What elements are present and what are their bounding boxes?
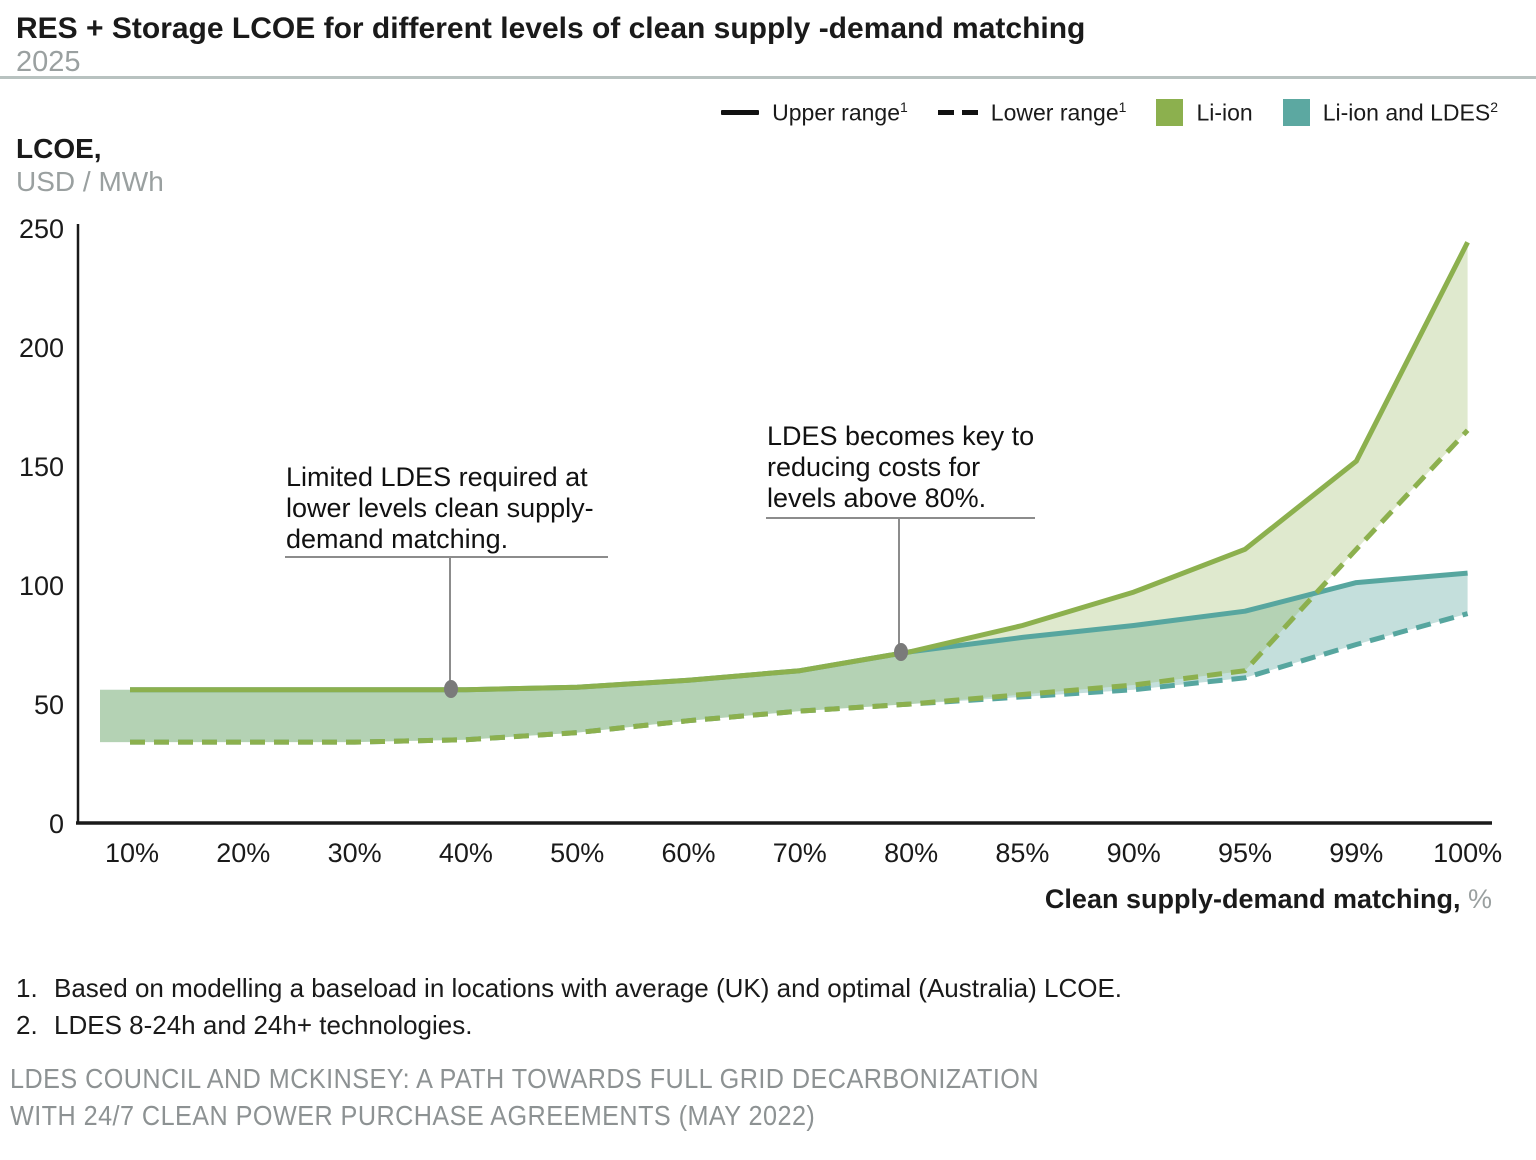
legend-item-li-ion: Li-ion xyxy=(1156,99,1253,127)
legend-label: Lower range1 xyxy=(990,99,1127,126)
li-ion-band xyxy=(100,242,1468,743)
y-tick-label: 250 xyxy=(19,214,64,244)
footnote-1: 1. Based on modelling a baseload in locat… xyxy=(16,973,1123,1003)
x-tick-label: 80% xyxy=(884,838,938,868)
y-axis-name: LCOE, xyxy=(16,133,102,164)
legend-label: Upper range1 xyxy=(772,99,908,126)
source-citation: LDES COUNCIL AND MCKINSEY: A PATH TOWARD… xyxy=(10,1063,1039,1131)
legend-label: Li-ion and LDES2 xyxy=(1322,99,1498,126)
dashed-line-swatch xyxy=(937,110,978,116)
y-tick-label: 200 xyxy=(19,333,64,363)
x-tick-label: 95% xyxy=(1218,838,1272,868)
y-tick-label: 100 xyxy=(19,571,64,601)
x-tick-label: 100% xyxy=(1433,838,1502,868)
x-tick-label: 60% xyxy=(661,838,715,868)
y-tick-label: 0 xyxy=(49,809,64,839)
footnote-2: 2. LDES 8-24h and 24h+ technologies. xyxy=(16,1010,473,1040)
li-ion-lower-line xyxy=(129,428,1470,745)
series-bands xyxy=(100,242,1468,743)
y-tick-label: 150 xyxy=(19,452,64,482)
y-tick-labels: 0 50 100 150 200 250 xyxy=(19,214,64,839)
legend-label: Li-ion xyxy=(1196,99,1253,126)
y-tick-label: 50 xyxy=(34,690,64,720)
header-divider xyxy=(0,76,1536,79)
callout-ldes-key: LDES becomes key to reducing costs for l… xyxy=(767,421,1035,513)
callout-limited-ldes: Limited LDES required at lower levels cl… xyxy=(286,462,594,554)
x-tick-label: 50% xyxy=(550,838,604,868)
x-tick-label: 90% xyxy=(1107,838,1161,868)
annotation-marker-80pct xyxy=(894,643,908,661)
series-lines xyxy=(129,241,1470,745)
y-axis-unit: USD / MWh xyxy=(16,166,164,197)
li-ion-ldes-band xyxy=(100,573,1468,743)
x-tick-labels: 10% 20% 30% 40% 50% 60% 70% 80% 85% 90% 95% 99% 100% xyxy=(105,838,1502,868)
x-tick-label: 30% xyxy=(328,838,382,868)
legend-item-li-ion-ldes: Li-ion and LDES2 xyxy=(1282,99,1498,127)
page-subtitle: 2025 xyxy=(16,46,81,78)
annotation-marker-40pct xyxy=(444,680,458,698)
x-tick-label: 85% xyxy=(995,838,1049,868)
x-tick-label: 70% xyxy=(773,838,827,868)
legend-item-upper-range: Upper range1 xyxy=(721,99,908,127)
page-title: RES + Storage LCOE for different levels … xyxy=(16,12,1086,45)
legend-item-lower-range: Lower range1 xyxy=(937,99,1127,127)
lcoe-line-chart: 0 50 100 150 200 250 10% 20% 30% 40% 50% 60% 70% 80%… xyxy=(19,214,1502,868)
annotation-connectors xyxy=(285,517,1035,683)
x-tick-label: 40% xyxy=(439,838,493,868)
solid-line-swatch xyxy=(721,110,760,116)
li-ion-ldes-color-swatch xyxy=(1282,99,1310,127)
x-tick-label: 20% xyxy=(216,838,270,868)
x-tick-label: 10% xyxy=(105,838,159,868)
legend: Upper range1 Lower range1 Li-ion Li-ion … xyxy=(721,99,1498,127)
x-axis-title: Clean supply-demand matching, % xyxy=(1044,884,1492,914)
x-tick-label: 99% xyxy=(1329,838,1383,868)
li-ion-upper-line xyxy=(129,241,1470,693)
x-axis-unit: % xyxy=(1460,884,1492,914)
li-ion-color-swatch xyxy=(1156,99,1184,127)
